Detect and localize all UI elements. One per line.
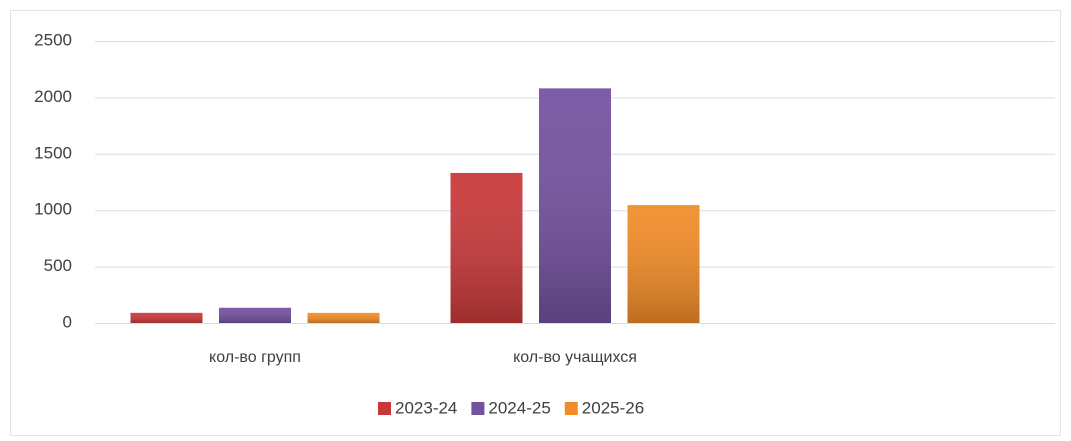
- y-tick-label: 1500: [34, 143, 72, 162]
- bar-shade: [130, 312, 203, 323]
- bar-shade: [450, 172, 523, 323]
- legend-label: 2024-25: [488, 398, 550, 417]
- chart-border: [10, 10, 1061, 436]
- legend-swatch: [378, 402, 391, 415]
- bar-shade: [539, 88, 611, 323]
- legend-swatch: [564, 402, 578, 415]
- x-tick-label: кол-во учащихся: [513, 349, 637, 366]
- y-tick-label: 2500: [34, 30, 72, 49]
- bar-shade: [219, 307, 291, 323]
- legend-swatch: [471, 402, 485, 415]
- y-tick-label: 1000: [34, 200, 72, 219]
- bar-shade: [627, 205, 700, 323]
- y-tick-label: 0: [63, 312, 72, 331]
- y-tick-label: 500: [44, 256, 72, 275]
- legend-label: 2023-24: [395, 398, 457, 417]
- bar-shade: [307, 312, 380, 323]
- y-tick-label: 2000: [34, 87, 72, 106]
- x-tick-label: кол-во групп: [209, 349, 301, 366]
- legend-label: 2025-26: [582, 398, 644, 417]
